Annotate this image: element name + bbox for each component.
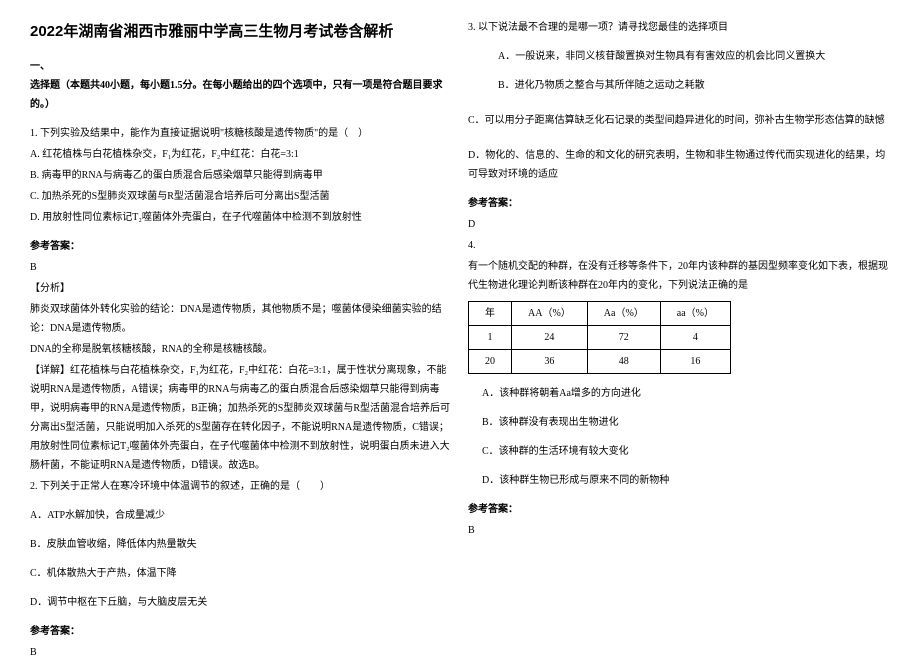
analysis-text-2: DNA的全称是脱氧核糖核酸，RNA的全称是核糖核酸。: [30, 340, 452, 359]
answer-label-1: 参考答案：: [30, 237, 452, 256]
table-header: 年: [469, 302, 512, 326]
exam-title: 2022年湖南省湘西市雅丽中学高三生物月考试卷含解析: [30, 18, 452, 47]
q3-option-a: A．一般说来，非同义核苷酸置换对生物具有有害效应的机会比同义置换大: [468, 47, 890, 66]
answer-4: B: [468, 521, 890, 540]
table-header: Aa（%）: [587, 302, 660, 326]
q2-option-a: A．ATP水解加快，合成量减少: [30, 506, 452, 525]
q4-stem: 有一个随机交配的种群，在没有迁移等条件下，20年内该种群的基因型频率变化如下表，…: [468, 257, 890, 295]
section-description: 选择题（本题共40小题，每小题1.5分。在每小题给出的四个选项中，只有一项是符合…: [30, 76, 452, 114]
q2-option-b: B．皮肤血管收缩，降低体内热量散失: [30, 535, 452, 554]
q4-option-c: C．该种群的生活环境有较大变化: [468, 442, 890, 461]
table-cell: 16: [660, 350, 730, 374]
q2-option-c: C．机体散热大于产热，体温下降: [30, 564, 452, 583]
q1-option-c: C. 加热杀死的S型肺炎双球菌与R型活菌混合培养后可分离出S型活菌: [30, 187, 452, 206]
right-column: 3. 以下说法最不合理的是哪一项？请寻找您最佳的选择项目 A．一般说来，非同义核…: [460, 18, 898, 633]
q4-number: 4.: [468, 236, 890, 255]
detail-text: 【详解】红花植株与白花植株杂交，F₁为红花，F₂中红花：白花=3:1，属于性状分…: [30, 361, 452, 475]
table-cell: 72: [587, 326, 660, 350]
q1-option-a: A. 红花植株与白花植株杂交，F₁为红花，F₂中红花：白花=3:1: [30, 145, 452, 164]
table-cell: 48: [587, 350, 660, 374]
analysis-label: 【分析】: [30, 279, 452, 298]
table-header-row: 年 AA（%） Aa（%） aa（%）: [469, 302, 731, 326]
table-cell: 36: [512, 350, 588, 374]
table-cell: 1: [469, 326, 512, 350]
genotype-frequency-table: 年 AA（%） Aa（%） aa（%） 1 24 72 4 20 36 48 1…: [468, 301, 731, 374]
table-row: 1 24 72 4: [469, 326, 731, 350]
table-header: AA（%）: [512, 302, 588, 326]
q4-option-d: D．该种群生物已形成与原来不同的新物种: [468, 471, 890, 490]
analysis-text-1: 肺炎双球菌体外转化实验的结论：DNA是遗传物质，其他物质不是；噬菌体侵染细菌实验…: [30, 300, 452, 338]
q2-stem: 2. 下列关于正常人在寒冷环境中体温调节的叙述，正确的是（ ）: [30, 477, 452, 496]
q1-option-d: D. 用放射性同位素标记T₂噬菌体外壳蛋白，在子代噬菌体中检测不到放射性: [30, 208, 452, 227]
q3-stem: 3. 以下说法最不合理的是哪一项？请寻找您最佳的选择项目: [468, 18, 890, 37]
left-column: 2022年湖南省湘西市雅丽中学高三生物月考试卷含解析 一、 选择题（本题共40小…: [22, 18, 460, 633]
answer-label-2: 参考答案：: [30, 622, 452, 641]
answer-3: D: [468, 215, 890, 234]
table-header: aa（%）: [660, 302, 730, 326]
table-cell: 20: [469, 350, 512, 374]
section-number: 一、: [30, 57, 452, 76]
q3-option-b: B．进化乃物质之整合与其所伴随之运动之耗散: [468, 76, 890, 95]
answer-label-3: 参考答案：: [468, 194, 890, 213]
answer-1: B: [30, 258, 452, 277]
answer-label-4: 参考答案：: [468, 500, 890, 519]
table-cell: 4: [660, 326, 730, 350]
table-row: 20 36 48 16: [469, 350, 731, 374]
q3-option-c: C．可以用分子距离估算缺乏化石记录的类型间趋异进化的时间，弥补古生物学形态估算的…: [468, 111, 890, 130]
q2-option-d: D．调节中枢在下丘脑，与大脑皮层无关: [30, 593, 452, 612]
q1-stem: 1. 下列实验及结果中，能作为直接证据说明"核糖核酸是遗传物质"的是（ ）: [30, 124, 452, 143]
q4-option-b: B．该种群没有表现出生物进化: [468, 413, 890, 432]
q3-option-d: D．物化的、信息的、生命的和文化的研究表明，生物和非生物通过传代而实现进化的结果…: [468, 146, 890, 184]
table-cell: 24: [512, 326, 588, 350]
answer-2: B: [30, 643, 452, 662]
q4-option-a: A．该种群将朝着Aa增多的方向进化: [468, 384, 890, 403]
q1-option-b: B. 病毒甲的RNA与病毒乙的蛋白质混合后感染烟草只能得到病毒甲: [30, 166, 452, 185]
